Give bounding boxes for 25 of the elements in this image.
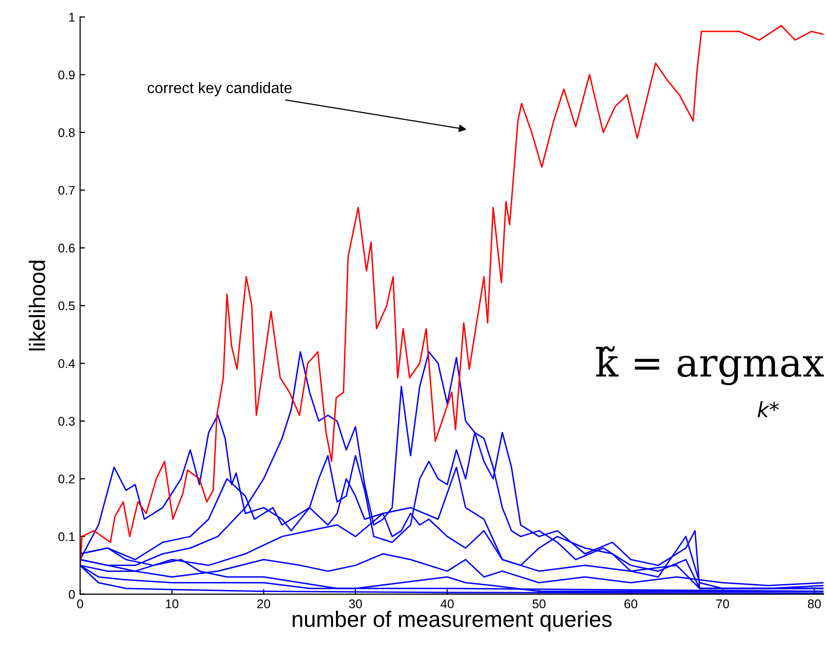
x-tick-label: 70 <box>716 599 730 608</box>
x-tick-label: 50 <box>532 599 546 608</box>
x-tick-label: 20 <box>257 599 270 608</box>
y-axis-title: likelihood <box>28 260 46 350</box>
x-tick-label: 80 <box>808 599 821 608</box>
x-tick-label: 10 <box>166 599 178 608</box>
y-tick-label: 0.5 <box>58 301 75 310</box>
x-tick-label: 0 <box>77 599 84 608</box>
annotation: k̃ = argmax <box>596 346 824 386</box>
y-tick-label: 0.3 <box>58 416 75 426</box>
y-tick-label: 0.8 <box>58 128 75 138</box>
y-tick-label: 0.2 <box>58 474 75 484</box>
y-tick-label: 0 <box>68 590 75 599</box>
y-tick-label: 0.7 <box>58 186 75 195</box>
x-tick-label: 40 <box>440 599 454 608</box>
x-tick-label: 30 <box>348 599 362 608</box>
y-tick-label: 0.1 <box>58 532 75 542</box>
x-axis-title: number of measurement queries <box>292 610 612 632</box>
y-tick-label: 1 <box>69 12 75 22</box>
x-tick-label: 60 <box>624 599 638 608</box>
y-tick-label: 0.4 <box>58 359 75 368</box>
y-tick-label: 0.9 <box>58 70 75 80</box>
annotation: correct key candidate <box>148 82 292 96</box>
annotation: k* <box>758 401 779 418</box>
y-tick-label: 0.6 <box>58 244 75 253</box>
